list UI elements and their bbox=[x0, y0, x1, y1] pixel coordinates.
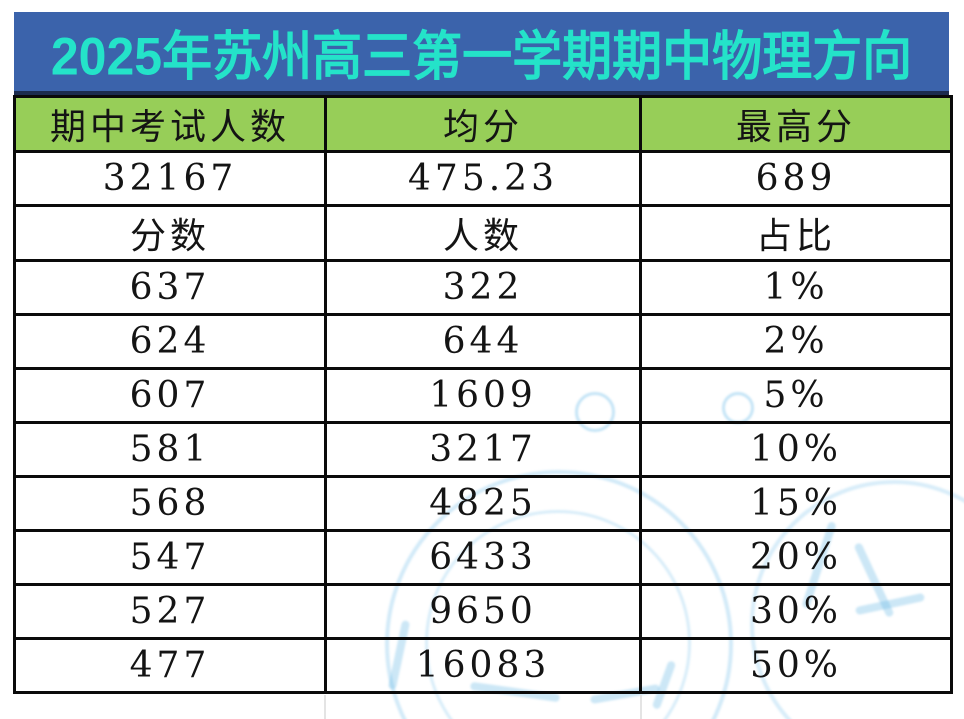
distribution-header-row: 分数 人数 占比 bbox=[13, 204, 953, 262]
score-header-cell: 分数 bbox=[13, 204, 327, 262]
table-row: 624 644 2% bbox=[13, 313, 953, 370]
ratio-cell: 30% bbox=[639, 583, 953, 640]
top-score-cell: 689 bbox=[639, 150, 953, 207]
table-row: 637 322 1% bbox=[13, 259, 953, 316]
ratio-cell: 2% bbox=[639, 313, 953, 370]
ratio-cell: 20% bbox=[639, 529, 953, 586]
count-cell: 9650 bbox=[324, 583, 642, 640]
summary-value-row: 32167 475.23 689 bbox=[13, 150, 953, 207]
table-row: 547 6433 20% bbox=[13, 529, 953, 586]
table-row: 568 4825 15% bbox=[13, 475, 953, 532]
count-cell: 644 bbox=[324, 313, 642, 370]
gridline-ghost bbox=[324, 695, 326, 719]
score-cell: 547 bbox=[13, 529, 327, 586]
summary-header-row: 期中考试人数 均分 最高分 bbox=[13, 95, 953, 153]
exam-count-header-cell: 期中考试人数 bbox=[13, 95, 327, 153]
count-cell: 4825 bbox=[324, 475, 642, 532]
average-score-cell: 475.23 bbox=[324, 150, 642, 207]
table-row: 607 1609 5% bbox=[13, 367, 953, 424]
count-cell: 1609 bbox=[324, 367, 642, 424]
count-header-cell: 人数 bbox=[324, 204, 642, 262]
score-cell: 477 bbox=[13, 637, 327, 694]
score-cell: 527 bbox=[13, 583, 327, 640]
table-row: 581 3217 10% bbox=[13, 421, 953, 478]
score-table: 期中考试人数 均分 最高分 32167 475.23 689 分数 人数 占比 … bbox=[13, 95, 953, 694]
title-bar: 2025年苏州高三第一学期期中物理方向 bbox=[14, 12, 949, 95]
score-cell: 568 bbox=[13, 475, 327, 532]
table-row: 527 9650 30% bbox=[13, 583, 953, 640]
count-cell: 322 bbox=[324, 259, 642, 316]
ratio-cell: 10% bbox=[639, 421, 953, 478]
score-cell: 581 bbox=[13, 421, 327, 478]
score-cell: 637 bbox=[13, 259, 327, 316]
score-cell: 624 bbox=[13, 313, 327, 370]
ratio-cell: 1% bbox=[639, 259, 953, 316]
ratio-cell: 5% bbox=[639, 367, 953, 424]
ratio-cell: 50% bbox=[639, 637, 953, 694]
count-cell: 16083 bbox=[324, 637, 642, 694]
ratio-header-cell: 占比 bbox=[639, 204, 953, 262]
exam-count-cell: 32167 bbox=[13, 150, 327, 207]
count-cell: 3217 bbox=[324, 421, 642, 478]
top-score-header-cell: 最高分 bbox=[639, 95, 953, 153]
score-cell: 607 bbox=[13, 367, 327, 424]
gridline-ghost bbox=[640, 695, 642, 719]
page-title: 2025年苏州高三第一学期期中物理方向 bbox=[50, 26, 913, 86]
table-row: 477 16083 50% bbox=[13, 637, 953, 694]
ratio-cell: 15% bbox=[639, 475, 953, 532]
average-score-header-cell: 均分 bbox=[324, 95, 642, 153]
count-cell: 6433 bbox=[324, 529, 642, 586]
